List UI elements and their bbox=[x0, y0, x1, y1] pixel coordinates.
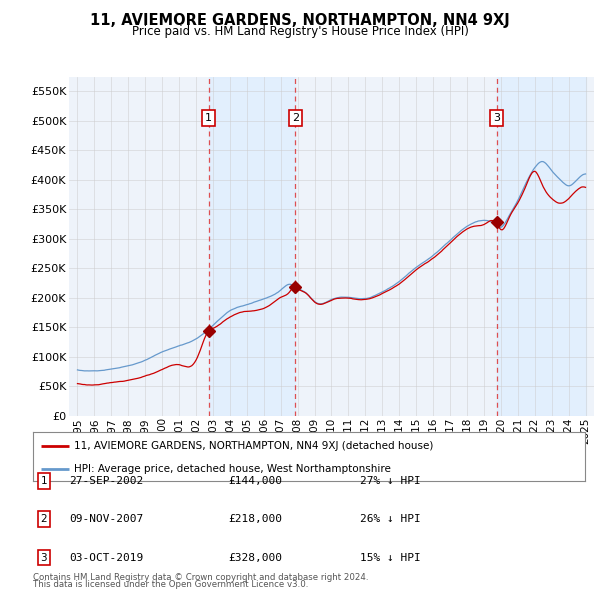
Text: Contains HM Land Registry data © Crown copyright and database right 2024.: Contains HM Land Registry data © Crown c… bbox=[33, 573, 368, 582]
Text: 2: 2 bbox=[40, 514, 47, 524]
Text: 1: 1 bbox=[40, 476, 47, 486]
Text: 03-OCT-2019: 03-OCT-2019 bbox=[69, 553, 143, 562]
Bar bbox=[497, 77, 586, 416]
Text: £328,000: £328,000 bbox=[228, 553, 282, 562]
Text: £144,000: £144,000 bbox=[228, 476, 282, 486]
Bar bbox=[209, 77, 295, 416]
Text: 2: 2 bbox=[292, 113, 299, 123]
Text: 27% ↓ HPI: 27% ↓ HPI bbox=[360, 476, 421, 486]
Text: 11, AVIEMORE GARDENS, NORTHAMPTON, NN4 9XJ (detached house): 11, AVIEMORE GARDENS, NORTHAMPTON, NN4 9… bbox=[74, 441, 434, 451]
Text: This data is licensed under the Open Government Licence v3.0.: This data is licensed under the Open Gov… bbox=[33, 580, 308, 589]
Text: 15% ↓ HPI: 15% ↓ HPI bbox=[360, 553, 421, 562]
Text: 26% ↓ HPI: 26% ↓ HPI bbox=[360, 514, 421, 524]
Text: 3: 3 bbox=[40, 553, 47, 562]
Text: 27-SEP-2002: 27-SEP-2002 bbox=[69, 476, 143, 486]
Text: HPI: Average price, detached house, West Northamptonshire: HPI: Average price, detached house, West… bbox=[74, 464, 391, 474]
Text: £218,000: £218,000 bbox=[228, 514, 282, 524]
Text: 09-NOV-2007: 09-NOV-2007 bbox=[69, 514, 143, 524]
Text: 1: 1 bbox=[205, 113, 212, 123]
Text: 11, AVIEMORE GARDENS, NORTHAMPTON, NN4 9XJ: 11, AVIEMORE GARDENS, NORTHAMPTON, NN4 9… bbox=[90, 13, 510, 28]
Text: Price paid vs. HM Land Registry's House Price Index (HPI): Price paid vs. HM Land Registry's House … bbox=[131, 25, 469, 38]
Text: 3: 3 bbox=[493, 113, 500, 123]
